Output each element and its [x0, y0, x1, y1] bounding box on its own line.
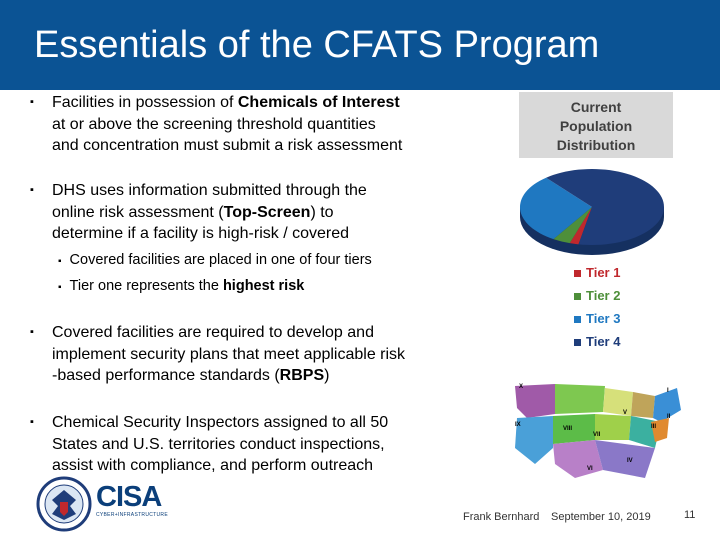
bullet-line: Chemical Security Inspectors assigned to… — [52, 414, 389, 431]
population-label-line: Distribution — [556, 137, 636, 153]
bullet-marker-icon: ▪ — [30, 184, 34, 196]
bullet-line: Facilities in possession of Chemicals of… — [52, 94, 400, 111]
map-regions — [515, 384, 681, 478]
population-label-line: Population — [559, 118, 633, 134]
map-label: IV — [627, 458, 633, 464]
cisa-logo: CISA CYBER+INFRASTRUCTURE — [96, 482, 176, 522]
map-label: I — [667, 388, 669, 394]
legend-swatch — [574, 316, 581, 324]
population-label-line: Current — [570, 99, 622, 115]
bullet-line: at or above the screening threshold quan… — [52, 115, 376, 133]
bullet-line: -based performance standards (RBPS) — [52, 367, 330, 384]
bullet-line: assist with compliance, and perform outr… — [52, 457, 374, 474]
population-distribution-label: Current Population Distribution — [519, 92, 673, 158]
slide-title: Essentials of the CFATS Program — [34, 24, 600, 66]
bullet-line: States and U.S. territories conduct insp… — [52, 435, 385, 453]
us-regions-map: X IX VIII VII V III IV VI I II — [515, 384, 681, 478]
legend-item: Tier 3 — [574, 311, 620, 326]
sub-bullet-item: ▪ Tier one represents the highest risk — [58, 278, 305, 294]
bullet-marker-icon: ▪ — [30, 416, 34, 428]
bold-term: RBPS — [279, 367, 325, 384]
cisa-logo-text: CISA — [96, 481, 162, 513]
bullet-marker-icon: ▪ — [58, 282, 62, 293]
legend-label: Tier 4 — [586, 334, 621, 349]
map-label: VI — [587, 466, 593, 472]
tier-pie-chart — [520, 169, 664, 255]
bullet-line: online risk assessment (Top-Screen) to — [52, 203, 334, 221]
bullet-line: Covered facilities are required to devel… — [52, 324, 374, 341]
bullet-line: and concentration must submit a risk ass… — [52, 137, 403, 154]
legend-label: Tier 3 — [586, 311, 621, 326]
bullet-marker-icon: ▪ — [58, 256, 62, 267]
pie-slice-tier-4 — [546, 169, 664, 245]
bullet-marker-icon: ▪ — [30, 96, 34, 108]
bold-term: Chemicals of Interest — [237, 94, 400, 111]
legend-item: Tier 2 — [574, 288, 620, 303]
footer-page-number: 11 — [684, 509, 696, 521]
title-bar: Essentials of the CFATS Program — [0, 0, 720, 90]
legend-item: Tier 4 — [574, 334, 620, 349]
legend-label: Tier 1 — [586, 265, 621, 280]
map-label: VII — [593, 432, 601, 438]
map-label: X — [519, 384, 523, 390]
map-label: V — [623, 410, 627, 416]
map-label: VIII — [563, 426, 572, 432]
bullet-marker-icon: ▪ — [30, 326, 34, 338]
bold-term: Top-Screen — [223, 203, 311, 221]
map-label: IX — [515, 422, 521, 428]
pie-slice-tier-1 — [569, 207, 592, 245]
dhs-seal-icon — [36, 476, 92, 532]
legend-swatch — [574, 270, 581, 278]
legend-swatch — [574, 339, 581, 347]
pie-slice-tier-3 — [520, 177, 592, 240]
pie-slice-tier-2 — [553, 207, 592, 244]
legend-label: Tier 2 — [586, 288, 621, 303]
map-label: III — [651, 424, 656, 430]
bullet-line: implement security plans that meet appli… — [52, 345, 406, 363]
legend-item: Tier 1 — [574, 265, 620, 280]
map-label: II — [667, 414, 671, 420]
bullet-line: DHS uses information submitted through t… — [52, 182, 367, 199]
sub-bullet-item: ▪ Covered facilities are placed in one of… — [58, 252, 372, 268]
cisa-logo-sub: CYBER+INFRASTRUCTURE — [96, 512, 168, 518]
bullet-line: determine if a facility is high-risk / c… — [52, 225, 349, 242]
footer-presenter: Frank Bernhard — [463, 511, 540, 523]
footer-date: September 10, 2019 — [551, 511, 651, 523]
bold-term: highest risk — [222, 278, 305, 294]
legend-swatch — [574, 293, 581, 301]
